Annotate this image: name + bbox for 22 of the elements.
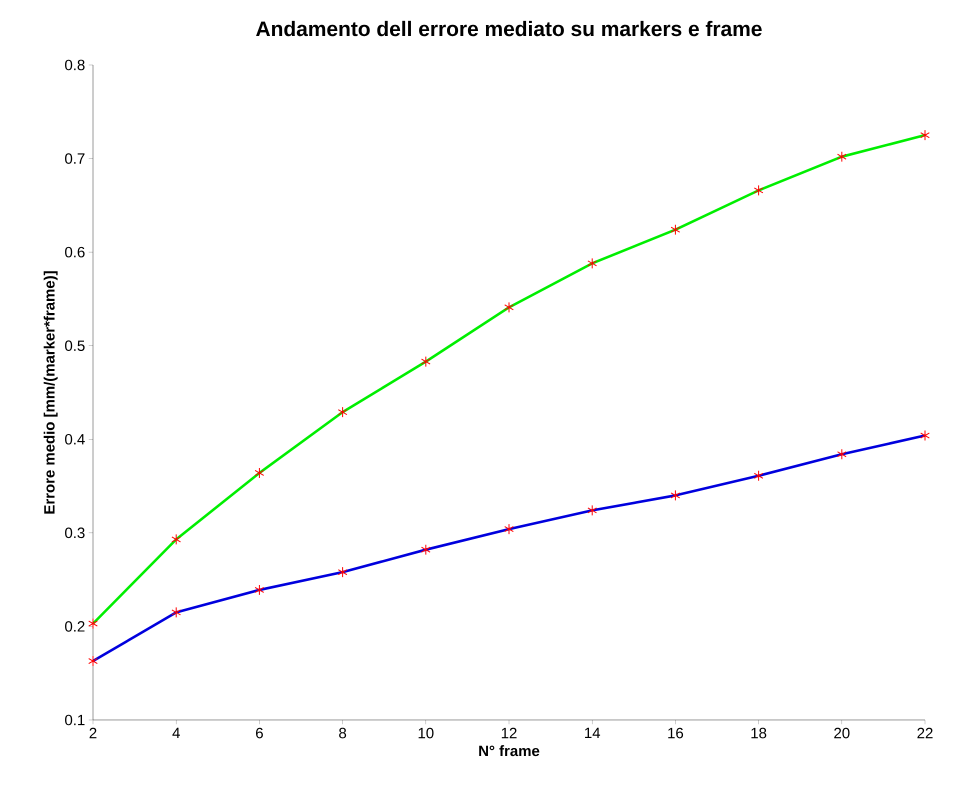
x-tick-label: 14 xyxy=(585,728,600,738)
y-tick-label: 0.5 xyxy=(65,340,85,351)
x-tick-label: 2 xyxy=(90,728,96,738)
x-tick-label: 8 xyxy=(339,728,346,738)
y-axis-title: Errore medio [mm/(marker*frame)] xyxy=(44,271,58,514)
chart-title: Andamento dell errore mediato su markers e frame xyxy=(256,20,762,36)
x-tick-label: 4 xyxy=(172,728,180,738)
x-axis-title: N° frame xyxy=(479,745,540,756)
x-tick-label: 10 xyxy=(418,728,434,738)
y-tick-label: 0.3 xyxy=(65,528,85,538)
x-tick-label: 22 xyxy=(917,728,933,738)
y-tick-label: 0.2 xyxy=(65,621,84,632)
y-tick-label: 0.1 xyxy=(65,714,85,726)
x-tick-label: 6 xyxy=(256,728,263,738)
y-tick-label: 0.6 xyxy=(65,246,85,258)
y-tick-label: 0.8 xyxy=(65,60,85,70)
x-tick-label: 16 xyxy=(668,728,684,738)
x-tick-label: 18 xyxy=(751,728,766,738)
x-tick-label: 12 xyxy=(502,728,517,738)
y-tick-label: 0.7 xyxy=(65,153,84,164)
x-tick-label: 20 xyxy=(834,728,850,738)
y-tick-label: 0.4 xyxy=(65,434,85,445)
